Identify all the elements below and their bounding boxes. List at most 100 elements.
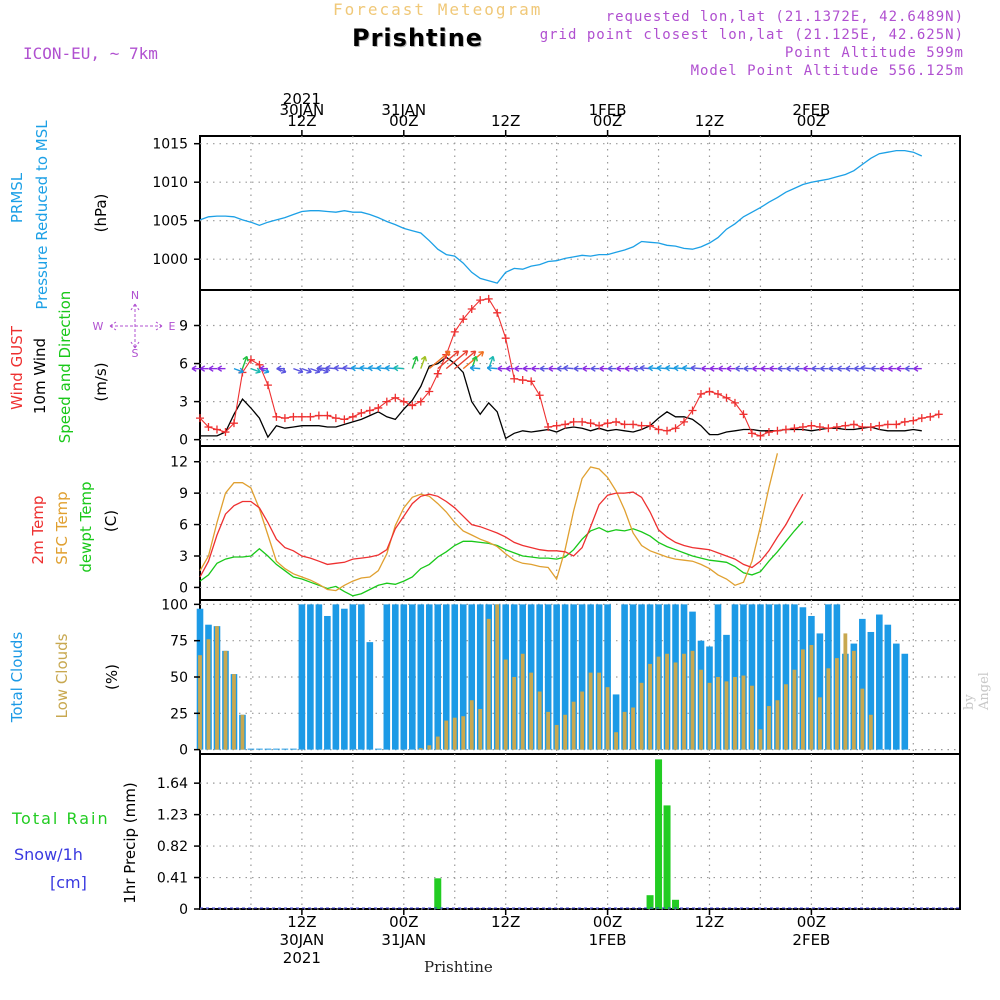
total-cloud-bar	[451, 604, 459, 750]
low-cloud-bar	[809, 645, 814, 750]
gust-point	[815, 422, 824, 431]
top-time-label: 1FEB	[589, 101, 627, 119]
gust-point	[484, 294, 493, 303]
precip-unit-label: 1hr Precip (mm)	[121, 782, 139, 903]
total-cloud-bar	[307, 604, 314, 750]
low-cloud-bar	[495, 604, 500, 750]
wind-vector-head	[259, 365, 265, 372]
wind-vector-head	[376, 364, 382, 372]
low-cloud-bar	[580, 691, 585, 750]
total-cloud-bar	[553, 604, 560, 750]
gust-point	[730, 398, 739, 407]
gust-point	[671, 424, 680, 433]
gust-point	[875, 421, 884, 430]
wind-vector-head	[701, 365, 707, 372]
low-cloud-bar	[868, 714, 873, 750]
wind-vector-head	[665, 364, 671, 372]
wind-vector-head	[690, 364, 696, 372]
bottom-time-label: 2FEB	[792, 931, 830, 949]
panel-frame-5	[199, 753, 961, 910]
low-cloud-bar	[656, 656, 661, 750]
wind-vector-head	[682, 364, 688, 372]
wind-vector-head	[563, 364, 569, 372]
low-cloud-bar	[198, 655, 202, 750]
gust-point	[934, 410, 943, 419]
wind-vector-head	[743, 365, 749, 372]
wind-vector	[470, 367, 481, 370]
low-cloud-bar	[469, 700, 474, 750]
total-cloud-bar	[901, 653, 909, 750]
wind-vector	[250, 367, 261, 373]
wind-vector-head	[639, 364, 645, 372]
wind-vector-head	[471, 355, 478, 362]
snow-label: Snow/1h	[14, 845, 83, 864]
y-tick-label: 12	[170, 455, 188, 471]
wind-vector-head	[887, 365, 893, 372]
top-time-label: 31JAN	[381, 101, 426, 119]
gust-point	[425, 387, 434, 396]
wind-vector-head	[497, 365, 503, 372]
pressure-line	[199, 149, 923, 284]
top-time-label: 00Z	[797, 112, 826, 130]
gust-point	[586, 419, 595, 428]
pressure-axis-label: PRMSL	[8, 172, 26, 223]
rain-bar	[655, 759, 663, 909]
gust-point	[416, 397, 425, 406]
total-cloud-bar	[256, 748, 263, 750]
total-cloud-bar	[544, 604, 552, 750]
total-cloud-bar	[408, 604, 416, 750]
total-cloud-bar	[298, 604, 306, 750]
wind-vector-head	[200, 365, 206, 372]
wind-vector	[437, 350, 460, 370]
gust-point	[272, 412, 281, 421]
sfc-temp-axis-label: SFC Temp	[53, 491, 71, 564]
gust-point	[433, 369, 442, 378]
low-cloud-bar	[206, 639, 211, 750]
gust-point	[263, 381, 272, 390]
low-cloud-bar	[215, 626, 219, 750]
grid-point-location: grid point closest lon,lat (21.125E, 42.…	[539, 27, 964, 43]
wind-vector-head	[769, 365, 775, 372]
gust-point	[399, 397, 408, 406]
low-cloud-bar	[826, 668, 831, 750]
total-cloud-bar	[383, 604, 391, 750]
total-cloud-bar	[757, 604, 764, 750]
low-cloud-bar	[784, 684, 788, 750]
total-cloud-bar	[578, 604, 586, 750]
wind-vector-head	[531, 365, 537, 372]
wind-vector-head	[590, 365, 596, 372]
wind-axis-label: 10m Wind	[31, 338, 49, 414]
gust-point	[374, 403, 383, 412]
gust-point	[790, 424, 799, 433]
total-cloud-bar	[442, 604, 450, 750]
total-cloud-bar	[375, 748, 382, 750]
gust-point	[297, 412, 306, 421]
direction-axis-label: Speed and Direction	[56, 291, 74, 444]
wind-vector	[310, 367, 321, 373]
bottom-time-label: 12Z	[695, 913, 724, 931]
author-credit: by Angel	[962, 672, 992, 710]
total-cloud-bar	[570, 604, 577, 750]
total-cloud-bar	[476, 604, 484, 750]
total-cloud-bar	[867, 631, 875, 750]
data-series	[191, 149, 960, 909]
panel-side-labels: PRMSL Pressure Reduced to MSL (hPa) Wind GU…	[8, 120, 176, 904]
gust-point	[221, 428, 230, 437]
gust-point	[739, 410, 748, 419]
gust-point	[255, 360, 264, 369]
top-time-label: 30JAN	[280, 101, 325, 119]
wind-vector-head	[803, 365, 808, 372]
grid-lines	[200, 136, 960, 910]
rain-bar	[646, 895, 654, 909]
wind-vector	[445, 350, 469, 370]
gust-point	[841, 421, 850, 430]
y-tick-label: 6	[179, 518, 188, 534]
y-tick-label: 0.41	[157, 871, 188, 887]
wind-vector	[233, 367, 244, 373]
bottom-time-label: 00Z	[389, 913, 418, 931]
wind-vector-head	[238, 367, 244, 374]
total-cloud-bar	[315, 604, 323, 750]
wind-vector	[563, 367, 574, 370]
wind-vector-head	[488, 355, 495, 362]
